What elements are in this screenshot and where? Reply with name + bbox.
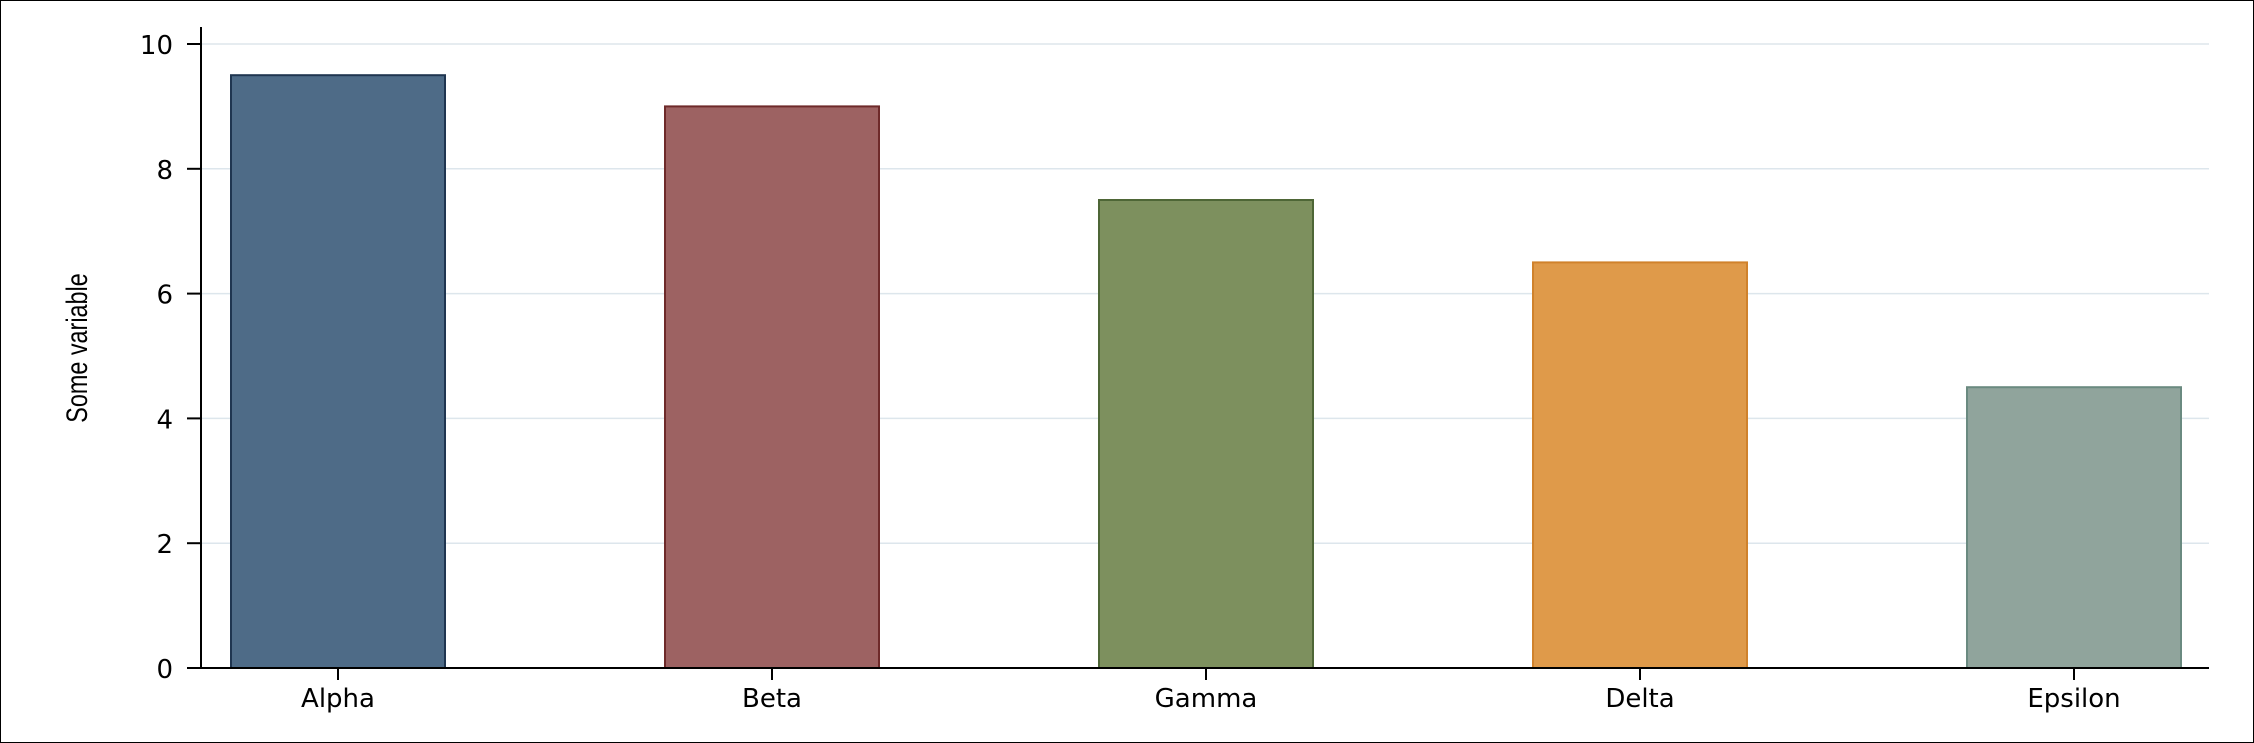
bars [230,74,2182,669]
y-tick-label: 0 [156,655,173,685]
bar-delta [1532,261,1748,669]
bar-beta [664,105,880,669]
bar-epsilon [1966,386,2182,669]
y-tick-label: 10 [140,31,173,61]
x-tick-label: Beta [742,684,802,714]
y-tick-label: 2 [156,530,173,560]
bar-gamma [1098,199,1314,669]
x-tick-label: Alpha [301,684,375,714]
y-tick-label: 4 [156,405,173,435]
x-tick-label: Epsilon [2027,684,2120,714]
y-tick-label: 8 [156,156,173,186]
y-axis-title: Some variable [60,273,93,423]
y-tick-label: 6 [156,281,173,311]
x-tick-label: Delta [1605,684,1674,714]
axes: 0 2 4 6 8 10 Alpha Beta Gamma Delta Epsilon [140,27,2209,714]
x-tick-label: Gamma [1155,684,1258,714]
bar-alpha [230,74,446,669]
